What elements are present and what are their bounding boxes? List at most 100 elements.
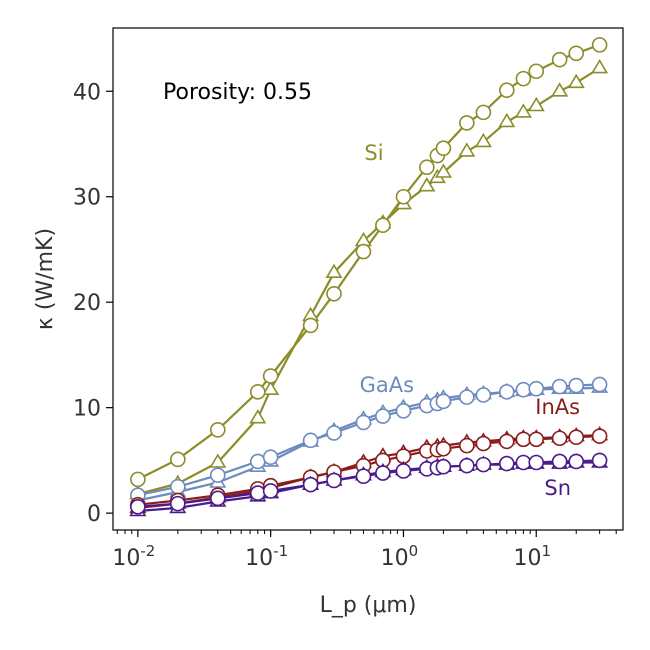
porosity-annotation: Porosity: 0.55 bbox=[163, 80, 312, 105]
series-labels: Si GaAs InAs Sn bbox=[360, 141, 580, 500]
data-point-circle bbox=[355, 468, 372, 485]
data-point-triangle bbox=[514, 103, 532, 118]
data-point-circle bbox=[591, 452, 608, 469]
series-label-inas: InAs bbox=[535, 395, 580, 419]
data-point-circle bbox=[591, 428, 608, 444]
data-point-circle bbox=[170, 478, 186, 495]
data-point-circle bbox=[475, 435, 492, 452]
data-point-circle bbox=[459, 115, 475, 131]
data-point-circle bbox=[498, 384, 515, 400]
data-point-circle bbox=[262, 449, 279, 466]
data-point-circle bbox=[419, 159, 435, 176]
data-point-triangle bbox=[249, 409, 267, 424]
data-point-circle bbox=[302, 432, 319, 449]
data-point-circle bbox=[459, 457, 475, 474]
data-point-circle bbox=[395, 463, 412, 479]
data-point-circle bbox=[249, 384, 266, 400]
data-point-circle bbox=[568, 429, 585, 445]
ticks-layer: 0 10 20 30 40 10-2 10-1 100 101 bbox=[73, 80, 617, 571]
data-point-triangle bbox=[591, 59, 609, 74]
series-sn bbox=[129, 452, 609, 517]
data-point-circle bbox=[435, 140, 452, 157]
series-gaas bbox=[129, 376, 609, 506]
data-point-triangle bbox=[325, 263, 343, 279]
data-point-circle bbox=[515, 431, 532, 448]
data-point-circle bbox=[435, 440, 452, 457]
series-layer bbox=[129, 37, 609, 517]
data-point-circle bbox=[355, 414, 372, 431]
data-point-triangle bbox=[418, 177, 436, 192]
data-point-circle bbox=[170, 451, 186, 468]
x-axis-title: L_p (μm) bbox=[320, 593, 417, 618]
data-point-triangle bbox=[498, 112, 516, 128]
data-point-circle bbox=[498, 82, 515, 99]
data-point-circle bbox=[475, 104, 492, 121]
data-point-circle bbox=[528, 380, 545, 397]
data-point-circle bbox=[262, 368, 279, 384]
data-point-circle bbox=[528, 431, 545, 448]
series-si bbox=[129, 37, 609, 500]
y-tick-label: 0 bbox=[87, 502, 101, 527]
data-point-circle bbox=[551, 51, 568, 68]
data-point-circle bbox=[568, 453, 585, 470]
y-tick-label: 40 bbox=[73, 80, 101, 105]
data-point-circle bbox=[435, 393, 452, 410]
data-point-circle bbox=[375, 217, 391, 234]
data-point-triangle bbox=[209, 453, 227, 468]
data-point-circle bbox=[375, 465, 391, 481]
data-point-circle bbox=[130, 498, 146, 515]
x-tick-label: 100 bbox=[381, 542, 419, 571]
data-point-triangle bbox=[567, 73, 585, 89]
data-point-triangle bbox=[458, 142, 476, 157]
data-point-circle bbox=[130, 471, 146, 488]
data-point-triangle bbox=[551, 82, 569, 97]
data-point-circle bbox=[515, 381, 532, 398]
data-point-circle bbox=[326, 425, 342, 441]
y-tick-label: 20 bbox=[73, 291, 101, 316]
data-point-circle bbox=[568, 45, 585, 62]
data-point-circle bbox=[375, 408, 391, 424]
data-point-circle bbox=[528, 454, 545, 471]
data-point-triangle bbox=[262, 380, 280, 396]
data-point-circle bbox=[515, 70, 532, 87]
data-point-circle bbox=[210, 490, 226, 507]
data-point-circle bbox=[498, 433, 515, 450]
data-point-circle bbox=[395, 403, 412, 419]
data-point-circle bbox=[551, 430, 568, 447]
data-point-circle bbox=[551, 378, 568, 395]
data-point-circle bbox=[395, 188, 412, 205]
x-tick-label: 10-1 bbox=[245, 542, 288, 571]
data-point-circle bbox=[528, 63, 545, 80]
series-label-gaas: GaAs bbox=[360, 373, 414, 397]
data-point-circle bbox=[459, 437, 475, 454]
data-point-circle bbox=[459, 389, 475, 405]
data-point-circle bbox=[326, 472, 342, 489]
data-point-circle bbox=[551, 453, 568, 470]
data-point-circle bbox=[210, 467, 226, 483]
series-label-sn: Sn bbox=[544, 476, 571, 500]
data-point-circle bbox=[249, 453, 266, 470]
y-tick-label: 10 bbox=[73, 397, 101, 422]
plot-frame bbox=[112, 27, 624, 531]
data-point-circle bbox=[591, 376, 608, 393]
data-point-circle bbox=[249, 485, 266, 501]
data-point-circle bbox=[302, 476, 319, 493]
data-point-circle bbox=[210, 422, 226, 438]
data-point-triangle bbox=[474, 132, 492, 148]
data-point-circle bbox=[435, 458, 452, 475]
data-point-circle bbox=[591, 37, 608, 53]
series-line-si-triangle bbox=[137, 67, 601, 496]
data-point-circle bbox=[515, 454, 532, 471]
data-point-circle bbox=[475, 456, 492, 473]
data-point-circle bbox=[475, 387, 492, 403]
data-point-triangle bbox=[434, 163, 453, 178]
data-point-triangle bbox=[527, 96, 545, 112]
data-point-circle bbox=[170, 495, 186, 512]
data-point-circle bbox=[262, 483, 279, 499]
data-point-circle bbox=[568, 377, 585, 394]
data-point-circle bbox=[302, 317, 319, 334]
data-point-circle bbox=[355, 243, 372, 260]
series-label-si: Si bbox=[364, 141, 383, 165]
x-tick-label: 101 bbox=[513, 542, 551, 571]
